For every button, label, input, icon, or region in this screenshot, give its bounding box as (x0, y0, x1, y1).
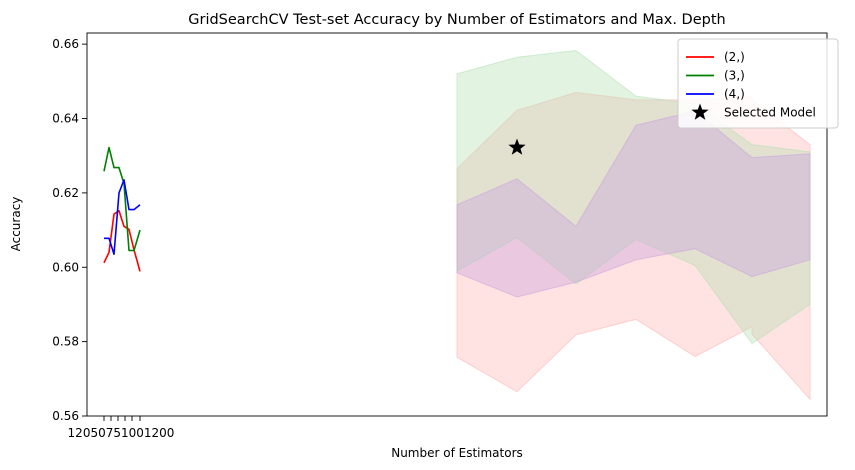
selected-model-layer (508, 138, 526, 155)
y-tick-label: 0.60 (52, 260, 79, 274)
selected-model-star (508, 138, 526, 155)
legend-label: (4,) (724, 87, 745, 101)
y-tick-label: 0.58 (52, 335, 79, 349)
legend-label: (2,) (724, 50, 745, 64)
series-line-3 (103, 146, 141, 252)
x-tick-labels: 12050751001200 (68, 426, 175, 440)
plot-frame (86, 32, 828, 417)
y-axis: 0.56 0.58 0.60 0.62 0.64 0.66 (52, 37, 87, 423)
chart-title: GridSearchCV Test-set Accuracy by Number… (188, 12, 725, 28)
y-tick-label: 0.56 (52, 409, 79, 423)
series-line-4 (104, 179, 141, 255)
confidence-bands (456, 49, 811, 401)
series-lines (103, 146, 141, 272)
legend-label: (3,) (724, 69, 745, 83)
x-axis-label: Number of Estimators (391, 446, 523, 460)
y-tick-label: 0.62 (52, 186, 79, 200)
y-tick-label: 0.64 (52, 112, 79, 126)
legend-box (677, 38, 839, 129)
y-tick-label: 0.66 (52, 37, 79, 51)
band-4 (456, 110, 811, 298)
series-line-2 (103, 209, 141, 272)
y-axis-label: Accuracy (9, 197, 23, 252)
band-2 (456, 91, 811, 401)
legend-star-icon (691, 103, 709, 120)
x-axis (103, 416, 141, 421)
legend: (2,) (3,) (4,) Selected Model (677, 38, 839, 129)
legend-label: Selected Model (724, 106, 816, 120)
